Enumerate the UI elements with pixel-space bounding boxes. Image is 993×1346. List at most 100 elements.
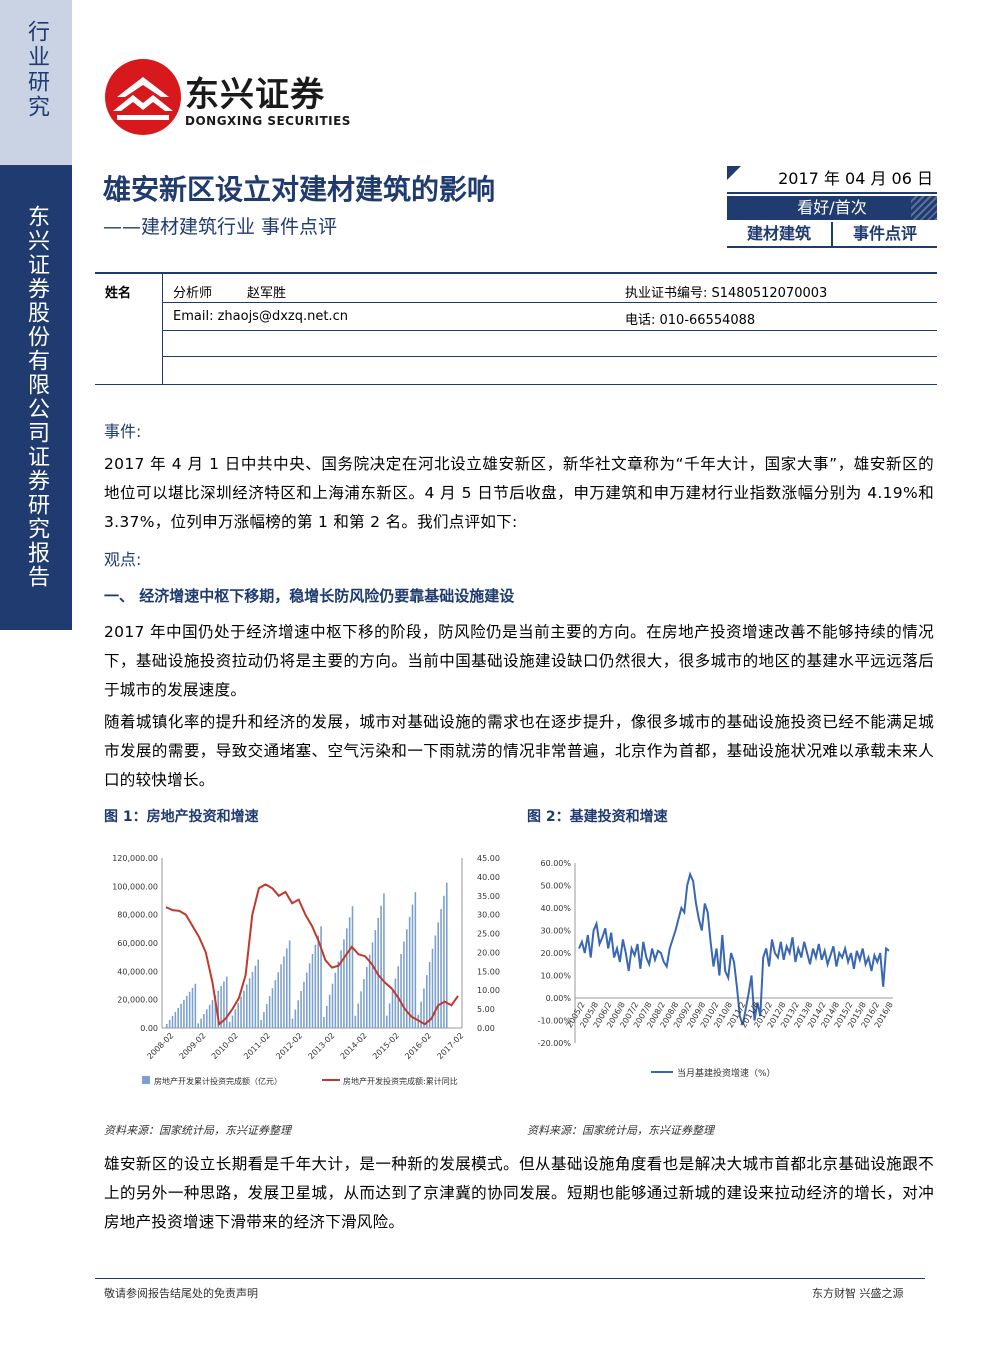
event-text: 2017 年 4 月 1 日中共中央、国务院决定在河北设立雄安新区，新华社文章称… — [104, 455, 934, 531]
footer-line — [95, 1278, 925, 1279]
analyst-phone: 电话: 010-66554088 — [625, 313, 756, 328]
bar — [223, 981, 225, 1028]
rating-box: 2017 年 04 月 06 日 看好/首次 建材建筑 事件点评 — [727, 166, 937, 248]
infra-growth-line — [578, 871, 890, 1026]
y-tick-label: -20.00% — [538, 1039, 572, 1048]
corner-triangle-icon — [727, 166, 741, 180]
analyst-cert: 执业证书编号: S1480512070003 — [625, 286, 828, 301]
bar — [268, 996, 271, 1028]
right-tick-label: 10.00 — [477, 986, 500, 995]
fig1-source: 资料来源：国家统计局，东兴证券整理 — [104, 1124, 291, 1137]
left-tick-label: 20,000.00 — [117, 996, 158, 1005]
y-tick-label: 60.00% — [540, 859, 571, 868]
x-tick-label: 2011-02 — [242, 1031, 272, 1061]
bar — [294, 1009, 297, 1028]
report-subtitle: ——建材建筑行业 事件点评 — [103, 216, 338, 238]
x-tick-label: 2010-02 — [210, 1031, 240, 1061]
bar — [286, 948, 288, 1028]
fig1-chart: 0.00 20,000.00 40,000.00 60,000.00 80,000.00… — [112, 854, 500, 1086]
sidebar-bottom: 东兴证券股份有限公司证券研究报告 — [0, 165, 72, 630]
analyst-email[interactable]: Email: zhaojs@dxzq.net.cn — [173, 309, 348, 324]
bar — [366, 966, 368, 1028]
bar — [354, 1015, 357, 1028]
category-industry: 建材建筑 — [727, 222, 833, 246]
bar — [237, 1003, 239, 1028]
fig1-title: 图 1：房地产投资和增速 — [104, 809, 259, 825]
bar — [246, 984, 248, 1028]
x-tick-label: 2015-02 — [371, 1031, 401, 1061]
bar — [443, 895, 445, 1028]
bar — [343, 939, 345, 1028]
bar — [317, 935, 319, 1028]
company-logo: 东兴证券 DONGXING SECURITIES — [103, 55, 363, 145]
bar — [177, 1007, 179, 1028]
bar — [431, 948, 434, 1028]
bar — [337, 961, 339, 1028]
bar — [368, 954, 371, 1028]
bar — [391, 990, 394, 1028]
bar — [208, 1004, 211, 1028]
view-heading: 观点: — [104, 550, 142, 569]
y-tick-label: -10.00% — [538, 1017, 572, 1026]
growth-line — [165, 883, 459, 1027]
bar — [357, 1003, 359, 1028]
bar — [328, 994, 331, 1028]
right-tick-label: 40.00 — [477, 873, 500, 882]
bar — [228, 1021, 231, 1028]
bar — [291, 1018, 294, 1028]
right-tick-label: 0.00 — [477, 1024, 495, 1033]
bar — [288, 940, 291, 1028]
x-tick-label: 2017-02 — [435, 1031, 465, 1061]
analyst-name: 赵军胜 — [247, 286, 287, 301]
x-tick-label: 2008-02 — [145, 1031, 175, 1061]
fig2-chart: -20.00% -10.00% 0.00% 10.00% 20.00% 30.00% 40.… — [538, 859, 895, 1079]
legend-bar-swatch — [142, 1076, 150, 1084]
bar — [166, 1023, 168, 1028]
bar — [234, 1009, 237, 1028]
bar — [326, 1005, 328, 1028]
analyst-role: 分析师 — [173, 286, 213, 301]
bar — [408, 916, 411, 1028]
bar — [283, 956, 285, 1028]
bar — [306, 972, 308, 1028]
event-heading: 事件: — [104, 422, 142, 441]
report-date-text: 2017 年 04 月 06 日 — [778, 169, 933, 188]
bar — [351, 906, 354, 1028]
bar — [257, 959, 259, 1028]
bar — [308, 963, 311, 1028]
logo-cn-text: 东兴证券 — [185, 75, 325, 115]
analyst-info-table: 姓名 分析师 赵军胜 执业证书编号: S1480512070003 Email:… — [95, 272, 937, 385]
bar — [426, 975, 428, 1028]
x-tick-label: 2012-02 — [274, 1031, 304, 1061]
bar — [274, 980, 277, 1028]
bar — [217, 990, 219, 1028]
bar — [440, 909, 442, 1028]
bar — [423, 988, 425, 1028]
category-type: 事件点评 — [852, 224, 917, 243]
bar — [371, 942, 374, 1028]
bar — [363, 979, 365, 1028]
right-tick-label: 25.00 — [477, 930, 500, 939]
left-tick-label: 80,000.00 — [117, 911, 158, 920]
bar — [194, 983, 197, 1028]
bar — [240, 996, 242, 1028]
bar — [346, 928, 348, 1028]
bar — [243, 990, 245, 1028]
bar — [200, 1018, 202, 1028]
left-tick-label: 0.00 — [140, 1024, 158, 1033]
bar — [331, 983, 334, 1028]
right-tick-label: 15.00 — [477, 967, 500, 976]
bar — [186, 995, 188, 1028]
bar — [271, 988, 274, 1028]
bar — [260, 1020, 262, 1028]
bar — [446, 882, 448, 1028]
bar — [263, 1012, 265, 1028]
bar — [266, 1004, 268, 1028]
right-tick-label: 35.00 — [477, 892, 500, 901]
bar — [220, 986, 222, 1028]
right-tick-label: 5.00 — [477, 1005, 495, 1014]
legend-label: 当月基建投资增速（%） — [677, 1067, 776, 1079]
bar — [251, 972, 254, 1028]
left-tick-label: 60,000.00 — [117, 939, 158, 948]
bar — [183, 999, 185, 1028]
